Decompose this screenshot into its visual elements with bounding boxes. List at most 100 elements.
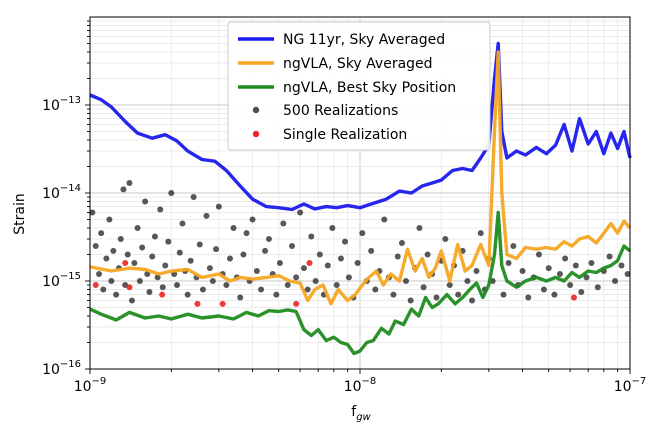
legend-label-single-realization: Single Realization [283,127,407,143]
realization-point [176,249,183,256]
scatter-points [89,179,631,307]
single-realization-point [92,282,99,289]
realization-point [293,274,300,281]
legend-label-500-realizations: 500 Realizations [283,103,398,119]
single-realization-point [293,300,300,307]
realization-point [108,278,115,284]
x-tick-label-exponent: −8 [362,376,377,387]
x-tick-label-base: 10 [614,379,632,395]
realization-point [551,291,558,298]
realization-point [312,278,319,284]
realization-point [243,230,250,237]
realization-point [612,278,619,284]
realization-point [304,286,311,293]
realization-point [179,220,186,227]
realization-point [583,274,590,281]
realization-point [540,286,547,293]
realization-point [316,251,323,258]
realization-point [249,216,256,223]
realization-point [168,190,175,196]
realization-point [289,242,296,249]
realization-point [505,260,512,267]
realization-point [162,262,169,269]
realization-point [394,253,401,260]
realization-point [473,267,480,274]
realization-point [618,262,625,269]
x-tick-label: 10−9 [74,376,107,395]
realization-point [407,297,414,304]
realization-point [226,255,233,262]
legend-marker-500-realizations [252,106,260,114]
realization-point [273,291,280,298]
realization-point [124,251,131,258]
y-tick-label: 10−15 [42,271,81,290]
series-lines [89,41,632,356]
realization-point [390,291,397,298]
x-tick-label-base: 10 [74,379,92,395]
realization-point [253,267,260,274]
realization-point [500,291,507,298]
realization-point [337,255,344,262]
legend-label-ngvla-best-sky: ngVLA, Best Sky Position [283,80,456,96]
realization-point [433,294,440,301]
realization-point [258,286,265,293]
realization-point [213,246,220,253]
realization-point [92,242,99,249]
realization-point [300,265,307,272]
realization-point [131,260,138,267]
realization-point [372,286,379,293]
x-tick-label-exponent: −7 [632,376,647,387]
realization-point [230,225,237,232]
realization-point [329,225,336,232]
realization-point [606,253,613,260]
realization-point [199,286,206,293]
realization-point [98,230,105,237]
realization-point [545,265,552,272]
realization-point [368,247,375,254]
single-realization-point [306,260,313,267]
realization-point [173,282,180,289]
realization-point [280,220,287,227]
realization-point [469,297,476,304]
realization-point [106,216,113,223]
realization-point [196,241,203,248]
legend-label-ng11yr: NG 11yr, Sky Averaged [283,32,445,48]
realization-point [455,291,462,298]
single-realization-point [159,291,166,298]
y-axis-label: Strain [12,193,28,234]
realization-point [420,284,427,291]
realization-point [624,271,631,278]
x-axis-label: fgw [351,404,371,423]
realization-point [398,240,405,247]
realization-point [240,251,247,258]
realization-point [442,236,449,243]
realization-point [345,274,352,281]
realization-point [110,247,117,254]
y-tick-label-exponent: −15 [60,271,81,282]
realization-point [333,282,340,289]
realization-point [262,247,269,254]
realization-point [446,282,453,289]
realization-point [206,265,213,272]
y-tick-label-base: 10 [42,274,60,290]
ngvla-best-sky-line [89,210,632,356]
realization-point [142,198,149,205]
y-tick-label: 10−14 [42,183,81,202]
x-tick-label-exponent: −9 [92,376,107,387]
realization-point [308,233,315,240]
single-realization-point [219,300,226,307]
realization-point [477,230,484,237]
realization-point [464,278,471,284]
y-tick-label: 10−13 [42,95,81,114]
single-realization-point [126,284,133,291]
realization-point [297,209,304,216]
realization-point [128,297,135,304]
realization-point [157,206,164,213]
realization-point [265,236,272,243]
realization-point [535,251,542,258]
single-realization-point [122,260,129,267]
single-realization-point [194,300,201,307]
realization-point [209,278,216,284]
realization-point [184,291,191,298]
